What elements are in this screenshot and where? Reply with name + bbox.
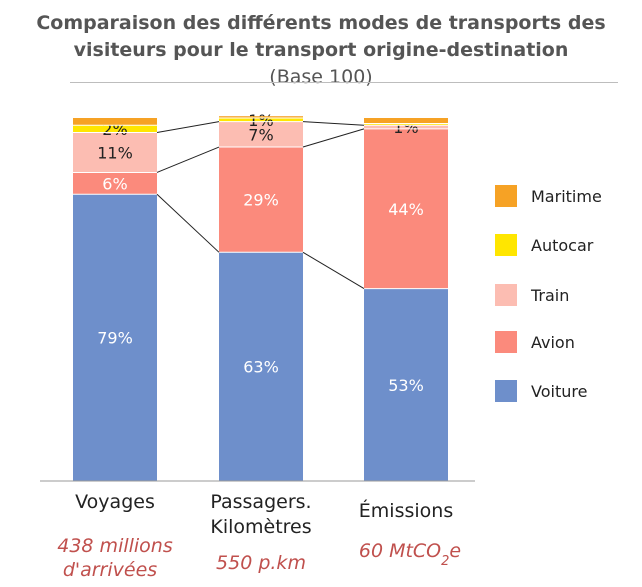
category-subtitle: 60 MtCO2e bbox=[359, 540, 461, 569]
data-label-voiture-2: 53% bbox=[388, 376, 424, 395]
connector-line bbox=[156, 121, 220, 134]
data-label-avion-0: 6% bbox=[102, 174, 127, 193]
legend-label-maritime: Maritime bbox=[531, 187, 602, 206]
bar-avion-1 bbox=[219, 147, 303, 253]
connector-line bbox=[302, 121, 365, 126]
bar-avion-0 bbox=[73, 172, 157, 195]
legend-label-voiture: Voiture bbox=[531, 382, 587, 401]
bar-voiture-0 bbox=[73, 194, 157, 482]
legend-swatch-autocar bbox=[495, 234, 517, 256]
data-label-train-0: 11% bbox=[97, 143, 133, 162]
category-subtitle: 438 millions bbox=[57, 535, 173, 557]
bar-autocar-0 bbox=[73, 125, 157, 133]
connector-line bbox=[156, 146, 220, 173]
x-tick-label: Émissions bbox=[359, 499, 453, 522]
bar-voiture-2 bbox=[364, 288, 448, 481]
bar-train-2 bbox=[364, 125, 448, 129]
bar-maritime-2 bbox=[364, 118, 448, 124]
data-label-avion-1: 29% bbox=[243, 191, 279, 210]
bar-maritime-1 bbox=[219, 116, 303, 118]
bar-train-0 bbox=[73, 132, 157, 173]
category-subtitle: d'arrivées bbox=[63, 559, 157, 581]
legend-label-avion: Avion bbox=[531, 333, 575, 352]
legend-label-train: Train bbox=[530, 286, 569, 305]
data-label-voiture-0: 79% bbox=[97, 329, 133, 348]
data-label-train-1: 7% bbox=[248, 125, 273, 144]
data-label-autocar-1: 1% bbox=[248, 111, 273, 130]
x-tick-label: Voyages bbox=[75, 491, 155, 513]
bar-voiture-1 bbox=[219, 252, 303, 481]
bar-maritime-0 bbox=[73, 118, 157, 126]
legend-swatch-avion bbox=[495, 331, 517, 353]
data-label-avion-2: 44% bbox=[388, 200, 424, 219]
legend-swatch-train bbox=[495, 284, 517, 306]
bar-autocar-2 bbox=[364, 123, 448, 126]
legend-label-autocar: Autocar bbox=[531, 236, 594, 255]
bar-autocar-1 bbox=[219, 118, 303, 122]
bar-avion-2 bbox=[364, 128, 448, 289]
data-label-voiture-1: 63% bbox=[243, 358, 279, 377]
connector-line bbox=[302, 251, 365, 290]
bar-train-1 bbox=[219, 121, 303, 148]
category-subtitle: 550 p.km bbox=[216, 552, 306, 574]
x-tick-label: Passagers. bbox=[210, 491, 311, 513]
connector-line bbox=[302, 128, 365, 148]
title-divider bbox=[70, 82, 618, 83]
connector-line bbox=[156, 193, 220, 253]
chart-title-main: Comparaison des différents modes de tran… bbox=[36, 12, 606, 61]
legend-swatch-maritime bbox=[495, 185, 517, 207]
x-tick-label: Kilomètres bbox=[210, 516, 311, 538]
legend-swatch-voiture bbox=[495, 380, 517, 402]
